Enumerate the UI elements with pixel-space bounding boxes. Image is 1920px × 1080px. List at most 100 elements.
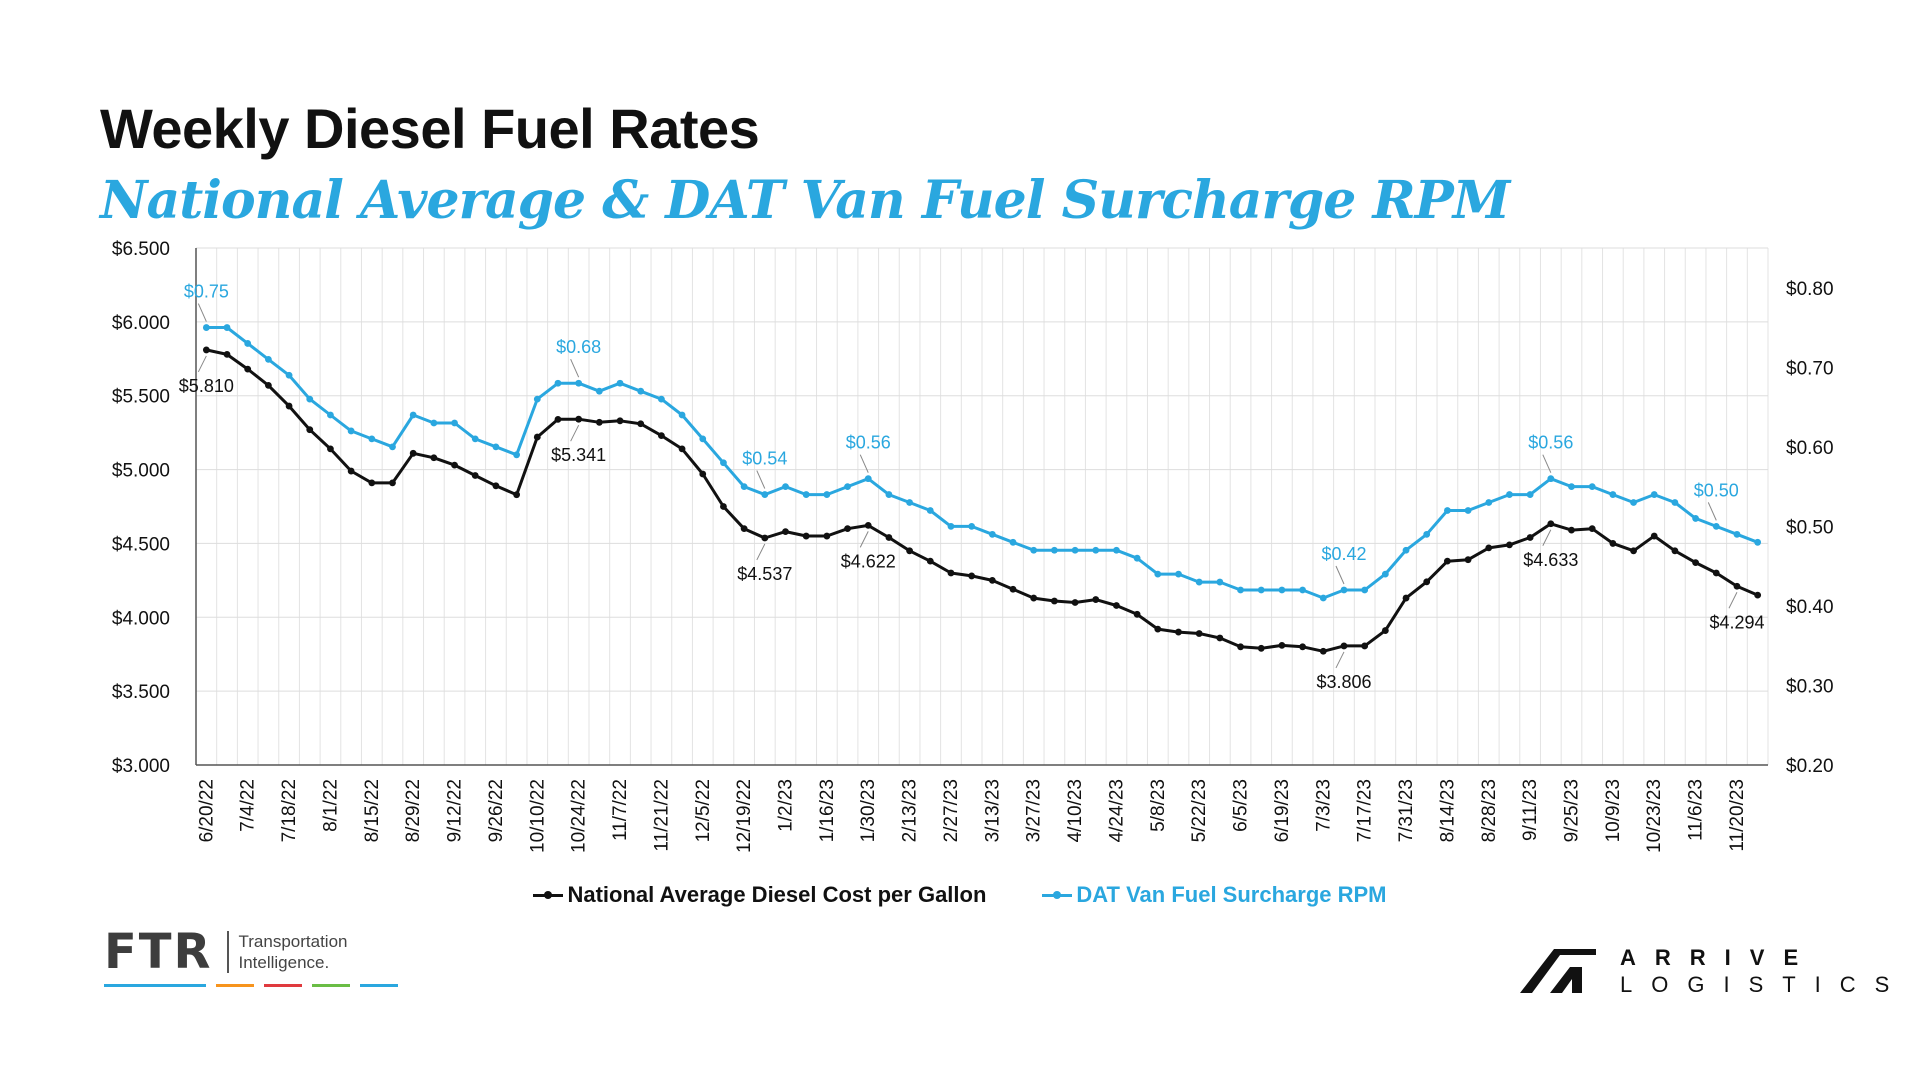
data-point-diesel [1133, 610, 1141, 618]
data-point-diesel [1030, 594, 1038, 602]
data-label-leader-dat [1707, 502, 1717, 521]
data-point-dat [1588, 483, 1596, 491]
data-point-diesel [657, 432, 665, 439]
data-point-dat [1278, 586, 1286, 594]
data-point-dat [1381, 570, 1389, 578]
arrive-subword: LOGISTICS [1620, 972, 1909, 997]
data-label-leader-diesel [197, 355, 207, 373]
x-tick-label: 6/20/22 [196, 779, 217, 842]
data-label-leader-dat [859, 454, 869, 473]
data-point-dat [1319, 594, 1327, 602]
data-point-diesel [471, 472, 479, 479]
arrive-logo: ARRIVE LOGISTICS [1520, 944, 1908, 998]
data-point-diesel [1485, 544, 1493, 552]
data-point-diesel [1092, 596, 1100, 603]
data-point-diesel [513, 491, 521, 499]
data-point-dat [657, 395, 665, 403]
data-point-diesel [906, 547, 914, 555]
data-point-diesel [223, 350, 231, 358]
data-label-leader-diesel [1728, 592, 1738, 609]
data-label-diesel: $5.810 [179, 376, 234, 396]
legend-item-diesel: National Average Diesel Cost per Gallon [533, 882, 986, 908]
data-point-dat [1692, 515, 1700, 522]
data-point-diesel [1340, 642, 1348, 650]
data-point-diesel [988, 576, 996, 584]
x-tick-label: 8/1/22 [320, 779, 341, 832]
data-point-diesel [492, 482, 500, 490]
series-line-diesel [205, 348, 1759, 653]
data-point-dat [864, 475, 872, 483]
data-label-leader-dat [570, 359, 580, 378]
data-point-dat [1526, 491, 1534, 498]
data-point-dat [761, 491, 769, 498]
x-tick-label: 10/24/22 [569, 779, 590, 853]
data-point-dat [244, 340, 252, 347]
x-tick-label: 11/6/23 [1686, 779, 1707, 841]
data-point-dat [782, 483, 789, 491]
x-tick-label: 7/3/23 [1313, 779, 1334, 832]
data-label-leader-diesel [756, 543, 766, 561]
data-point-dat [802, 491, 810, 498]
y-right-tick-label: $0.50 [1786, 517, 1834, 538]
data-point-dat [533, 395, 541, 403]
data-point-dat [1650, 491, 1658, 498]
data-point-diesel [451, 461, 458, 469]
data-point-diesel [1361, 642, 1369, 650]
legend-swatch-diesel [533, 888, 564, 902]
data-point-dat [947, 522, 955, 530]
data-point-dat [1071, 546, 1079, 554]
data-point-diesel [1754, 591, 1762, 599]
data-point-diesel [761, 534, 769, 542]
ftr-bar-3 [264, 984, 302, 987]
data-point-dat [430, 419, 438, 427]
data-point-dat [1113, 546, 1120, 554]
x-tick-label: 2/13/23 [900, 779, 921, 842]
x-tick-label: 4/24/23 [1106, 779, 1127, 842]
data-point-diesel [554, 415, 562, 423]
data-point-diesel [1506, 541, 1513, 549]
data-label-leader-diesel [1542, 529, 1552, 547]
data-label-dat: $0.42 [1321, 544, 1366, 564]
x-tick-label: 8/14/23 [1437, 779, 1458, 842]
data-point-diesel [968, 572, 976, 580]
x-tick-label: 12/19/22 [734, 779, 755, 853]
data-point-dat [1609, 491, 1617, 498]
y-left-tick-label: $4.500 [112, 534, 170, 555]
ftr-tagline-2: Intelligence. [238, 953, 330, 972]
data-point-dat [1195, 578, 1203, 586]
x-tick-label: 4/10/23 [1065, 779, 1086, 842]
data-point-diesel [1319, 647, 1327, 655]
data-label-leader-dat [197, 303, 207, 322]
data-point-diesel [1278, 641, 1286, 649]
ftr-bar-1 [104, 984, 206, 987]
chart-legend: National Average Diesel Cost per Gallon … [0, 882, 1920, 908]
x-tick-label: 8/28/23 [1479, 779, 1500, 842]
data-point-dat [1630, 499, 1637, 506]
x-tick-label: 11/7/22 [610, 779, 631, 841]
data-point-diesel [1113, 602, 1120, 609]
data-point-dat [823, 491, 831, 498]
x-tick-label: 3/13/23 [982, 779, 1003, 842]
data-point-dat [513, 451, 521, 459]
data-point-diesel [699, 470, 707, 478]
x-tick-label: 8/29/22 [403, 779, 424, 842]
data-point-diesel [347, 467, 355, 475]
data-point-dat [1733, 530, 1741, 538]
data-point-diesel [947, 569, 955, 577]
x-tick-label: 9/25/23 [1562, 779, 1583, 842]
arrive-mark-icon [1520, 949, 1596, 993]
data-point-dat [264, 355, 272, 363]
data-point-diesel [616, 417, 624, 425]
data-label-diesel: $4.294 [1709, 612, 1764, 632]
y-left-tick-label: $4.000 [112, 608, 170, 629]
data-point-dat [285, 371, 293, 379]
data-label-diesel: $4.622 [841, 551, 896, 571]
diesel-line-chart: $3.000 $3.500 $4.000 $4.500 $5.000 $5.500 $6.0… [112, 239, 1834, 853]
ftr-bar-5 [360, 984, 398, 987]
x-tick-label: 6/19/23 [1272, 779, 1293, 842]
data-point-dat [327, 411, 334, 419]
ftr-bar-2 [216, 984, 254, 987]
data-point-dat [988, 530, 996, 538]
ftr-tagline: Transportation Intelligence. [226, 931, 347, 973]
data-point-diesel [637, 420, 645, 428]
